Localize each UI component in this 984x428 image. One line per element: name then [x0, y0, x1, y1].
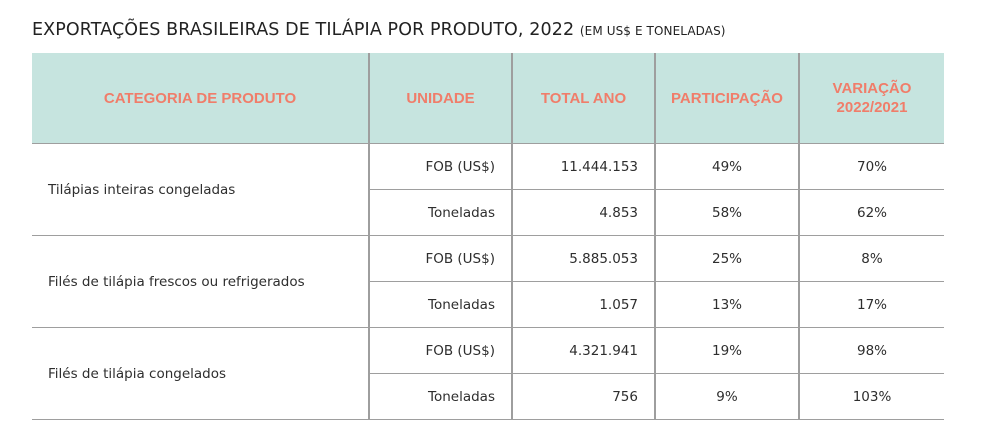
category-cell: Filés de tilápia congelados — [32, 327, 370, 420]
change-cell: 98% — [799, 327, 944, 374]
share-cell: 19% — [655, 327, 800, 374]
table-row: Toneladas 756 9% 103% — [32, 373, 944, 420]
column-header-unit: UNIDADE — [369, 53, 513, 144]
column-header-category: CATEGORIA DE PRODUTO — [32, 53, 370, 144]
table-title-main: EXPORTAÇÕES BRASILEIRAS DE TILÁPIA POR P… — [32, 20, 575, 40]
table-row: Toneladas 4.853 58% 62% — [32, 189, 944, 236]
exports-table: CATEGORIA DE PRODUTO UNIDADE TOTAL ANO P… — [32, 53, 944, 420]
unit-cell: FOB (US$) — [369, 327, 513, 374]
header-row: CATEGORIA DE PRODUTO UNIDADE TOTAL ANO P… — [32, 53, 944, 144]
change-cell: 8% — [799, 235, 944, 282]
share-cell: 9% — [655, 373, 800, 420]
table-title-subtitle: (EM US$ E TONELADAS) — [579, 24, 726, 38]
change-cell: 17% — [799, 281, 944, 328]
column-header-total: TOTAL ANO — [512, 53, 656, 144]
table-title: EXPORTAÇÕES BRASILEIRAS DE TILÁPIA POR P… — [32, 20, 726, 40]
total-cell: 756 — [512, 373, 656, 420]
column-header-share: PARTICIPAÇÃO — [655, 53, 800, 144]
change-cell: 70% — [799, 143, 944, 190]
column-header-change: VARIAÇÃO 2022/2021 — [799, 53, 944, 144]
share-cell: 25% — [655, 235, 800, 282]
change-cell: 62% — [799, 189, 944, 236]
share-cell: 13% — [655, 281, 800, 328]
category-cell: Filés de tilápia frescos ou refrigerados — [32, 235, 370, 328]
total-cell: 1.057 — [512, 281, 656, 328]
total-cell: 11.444.153 — [512, 143, 656, 190]
unit-cell: Toneladas — [369, 373, 513, 420]
share-cell: 58% — [655, 189, 800, 236]
unit-cell: FOB (US$) — [369, 143, 513, 190]
total-cell: 4.321.941 — [512, 327, 656, 374]
total-cell: 4.853 — [512, 189, 656, 236]
unit-cell: Toneladas — [369, 281, 513, 328]
total-cell: 5.885.053 — [512, 235, 656, 282]
category-cell: Tilápias inteiras congeladas — [32, 143, 370, 236]
change-cell: 103% — [799, 373, 944, 420]
unit-cell: FOB (US$) — [369, 235, 513, 282]
table-row: Toneladas 1.057 13% 17% — [32, 281, 944, 328]
table-row: Filés de tilápia congelados FOB (US$) 4.… — [32, 327, 944, 420]
table-row: Tilápias inteiras congeladas FOB (US$) 1… — [32, 143, 944, 236]
table-row: Filés de tilápia frescos ou refrigerados… — [32, 235, 944, 328]
share-cell: 49% — [655, 143, 800, 190]
unit-cell: Toneladas — [369, 189, 513, 236]
